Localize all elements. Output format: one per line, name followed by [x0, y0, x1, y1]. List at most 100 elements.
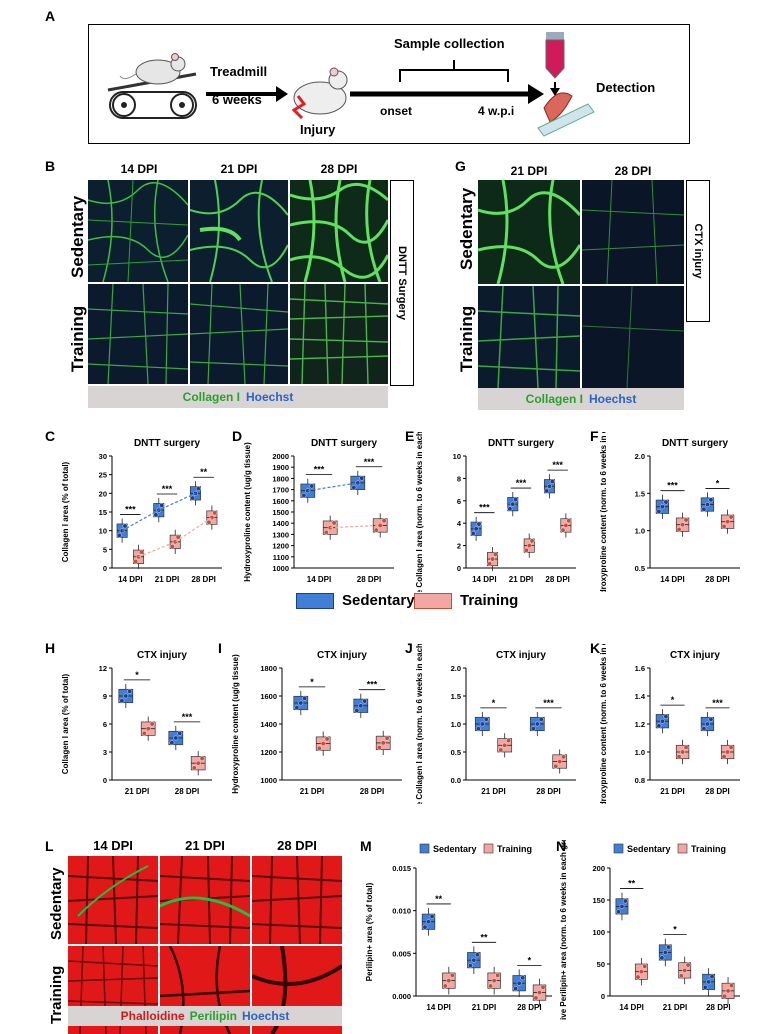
data-point — [358, 703, 364, 709]
significance-label: *** — [543, 698, 554, 708]
panel-label-n: N — [556, 838, 567, 854]
significance-label: * — [528, 955, 532, 965]
data-point — [705, 721, 710, 727]
data-point — [479, 721, 485, 727]
y-tick-label: 50 — [597, 960, 605, 969]
b-image-train-21 — [190, 284, 288, 384]
x-tick-label: 21 DPI — [509, 575, 533, 584]
y-tick-label: 25 — [99, 471, 107, 480]
l-row-sedentary: Sedentary — [48, 867, 65, 940]
data-point — [530, 726, 536, 732]
l-col-21dpi: 21 DPI — [185, 838, 225, 853]
l-stain-red: Phalloidine — [120, 1009, 185, 1023]
chart-title: DNTT surgery — [488, 438, 555, 449]
legend-sedentary-swatch — [296, 592, 334, 609]
y-tick-label: 5 — [103, 545, 107, 554]
significance-label: *** — [516, 478, 527, 488]
b-row-training: Training — [68, 305, 87, 372]
l-image-sed-28 — [252, 856, 342, 944]
chart-title: DNTT surgery — [134, 438, 201, 449]
legend-swatch — [613, 843, 624, 854]
data-point — [701, 726, 707, 732]
legend-swatch — [483, 843, 494, 854]
schematic-detection: Detection — [596, 80, 656, 95]
g-row-sedentary: Sedentary — [457, 187, 476, 270]
legend-training-swatch — [414, 592, 452, 609]
y-tick-label: 0.8 — [635, 776, 645, 785]
l-stain-blue: Hoechst — [242, 1009, 290, 1023]
legend-sedentary-label: Sedentary — [342, 592, 415, 609]
y-tick-label: 2 — [457, 542, 461, 551]
data-point — [169, 740, 175, 746]
g-image-sed-21 — [478, 180, 580, 284]
y-tick-label: 0.5 — [451, 748, 461, 757]
data-point — [529, 538, 535, 544]
g-row-training: Training — [457, 305, 476, 372]
y-tick-label: 1800 — [260, 664, 277, 673]
legend-swatch — [419, 843, 430, 854]
data-point — [513, 986, 519, 991]
y-tick-label: 10 — [99, 527, 107, 536]
data-point — [491, 978, 497, 984]
x-tick-label: 28 DPI — [705, 787, 729, 796]
y-tick-label: 10 — [453, 452, 461, 461]
schematic-box — [88, 24, 690, 144]
data-point — [706, 979, 712, 985]
data-point — [429, 913, 435, 919]
y-tick-label: 1.0 — [635, 527, 645, 536]
data-point — [476, 521, 482, 527]
panel-label-m: M — [360, 838, 372, 854]
panel-label-f: F — [590, 428, 599, 444]
data-point — [544, 488, 549, 494]
y-tick-label: 0 — [103, 776, 107, 785]
muscle-slide-icon — [537, 92, 595, 137]
y-tick-label: 1500 — [272, 508, 289, 517]
legend-label: Sedentary — [627, 844, 671, 854]
significance-label: *** — [182, 712, 193, 722]
data-point — [471, 957, 477, 963]
g-col-21dpi: 21 DPI — [510, 164, 548, 178]
data-point — [380, 740, 386, 746]
data-point — [493, 551, 498, 557]
y-tick-label: 0.0 — [451, 776, 461, 785]
chart-title: CTX injury — [317, 650, 367, 661]
trend-line — [121, 492, 196, 532]
l-col-14dpi: 14 DPI — [93, 838, 133, 853]
data-point — [725, 749, 730, 755]
data-point — [676, 754, 682, 760]
panel-label-l: L — [45, 838, 54, 854]
g-stain-bar: Collagen I Hoechst — [478, 388, 684, 410]
data-point — [193, 490, 198, 496]
tube-icon — [545, 32, 565, 79]
significance-label: * — [135, 670, 139, 680]
data-point — [467, 963, 473, 968]
data-point — [547, 483, 552, 489]
data-point — [449, 972, 455, 978]
chart-c: DNTT surgery Collagen I area (% of total)… — [61, 438, 222, 584]
chart-j: CTX injury Relative Collagen I area (norm… — [415, 644, 576, 804]
y-tick-label: 0 — [103, 564, 107, 573]
data-point — [159, 503, 165, 508]
l-row-training: Training — [48, 965, 65, 1024]
y-tick-label: 200 — [592, 864, 605, 873]
panel-label-j: J — [405, 640, 413, 656]
chart-d: DNTT surgery Hydroxyproline content (ug/g… — [243, 438, 394, 584]
x-tick-label: 14 DPI — [426, 1003, 450, 1012]
y-tick-label: 1900 — [272, 463, 289, 472]
x-tick-label: 14 DPI — [307, 575, 331, 584]
chart-title: DNTT surgery — [662, 438, 729, 449]
data-point — [523, 547, 529, 553]
data-point — [153, 512, 159, 518]
b-stain-blue: Hoechst — [246, 390, 294, 404]
data-point — [355, 480, 361, 486]
data-point — [191, 765, 197, 771]
data-point — [656, 509, 662, 514]
significance-label: ** — [435, 894, 443, 904]
data-point — [538, 716, 544, 722]
data-point — [133, 559, 139, 564]
data-point — [377, 523, 383, 528]
legend-sedentary: Sedentary — [296, 592, 415, 609]
x-tick-label: 28 DPI — [706, 1003, 730, 1012]
chart-n: Sedentary Training Relative Perilipin+ are… — [559, 840, 740, 1020]
y-tick-label: 0 — [457, 564, 461, 573]
